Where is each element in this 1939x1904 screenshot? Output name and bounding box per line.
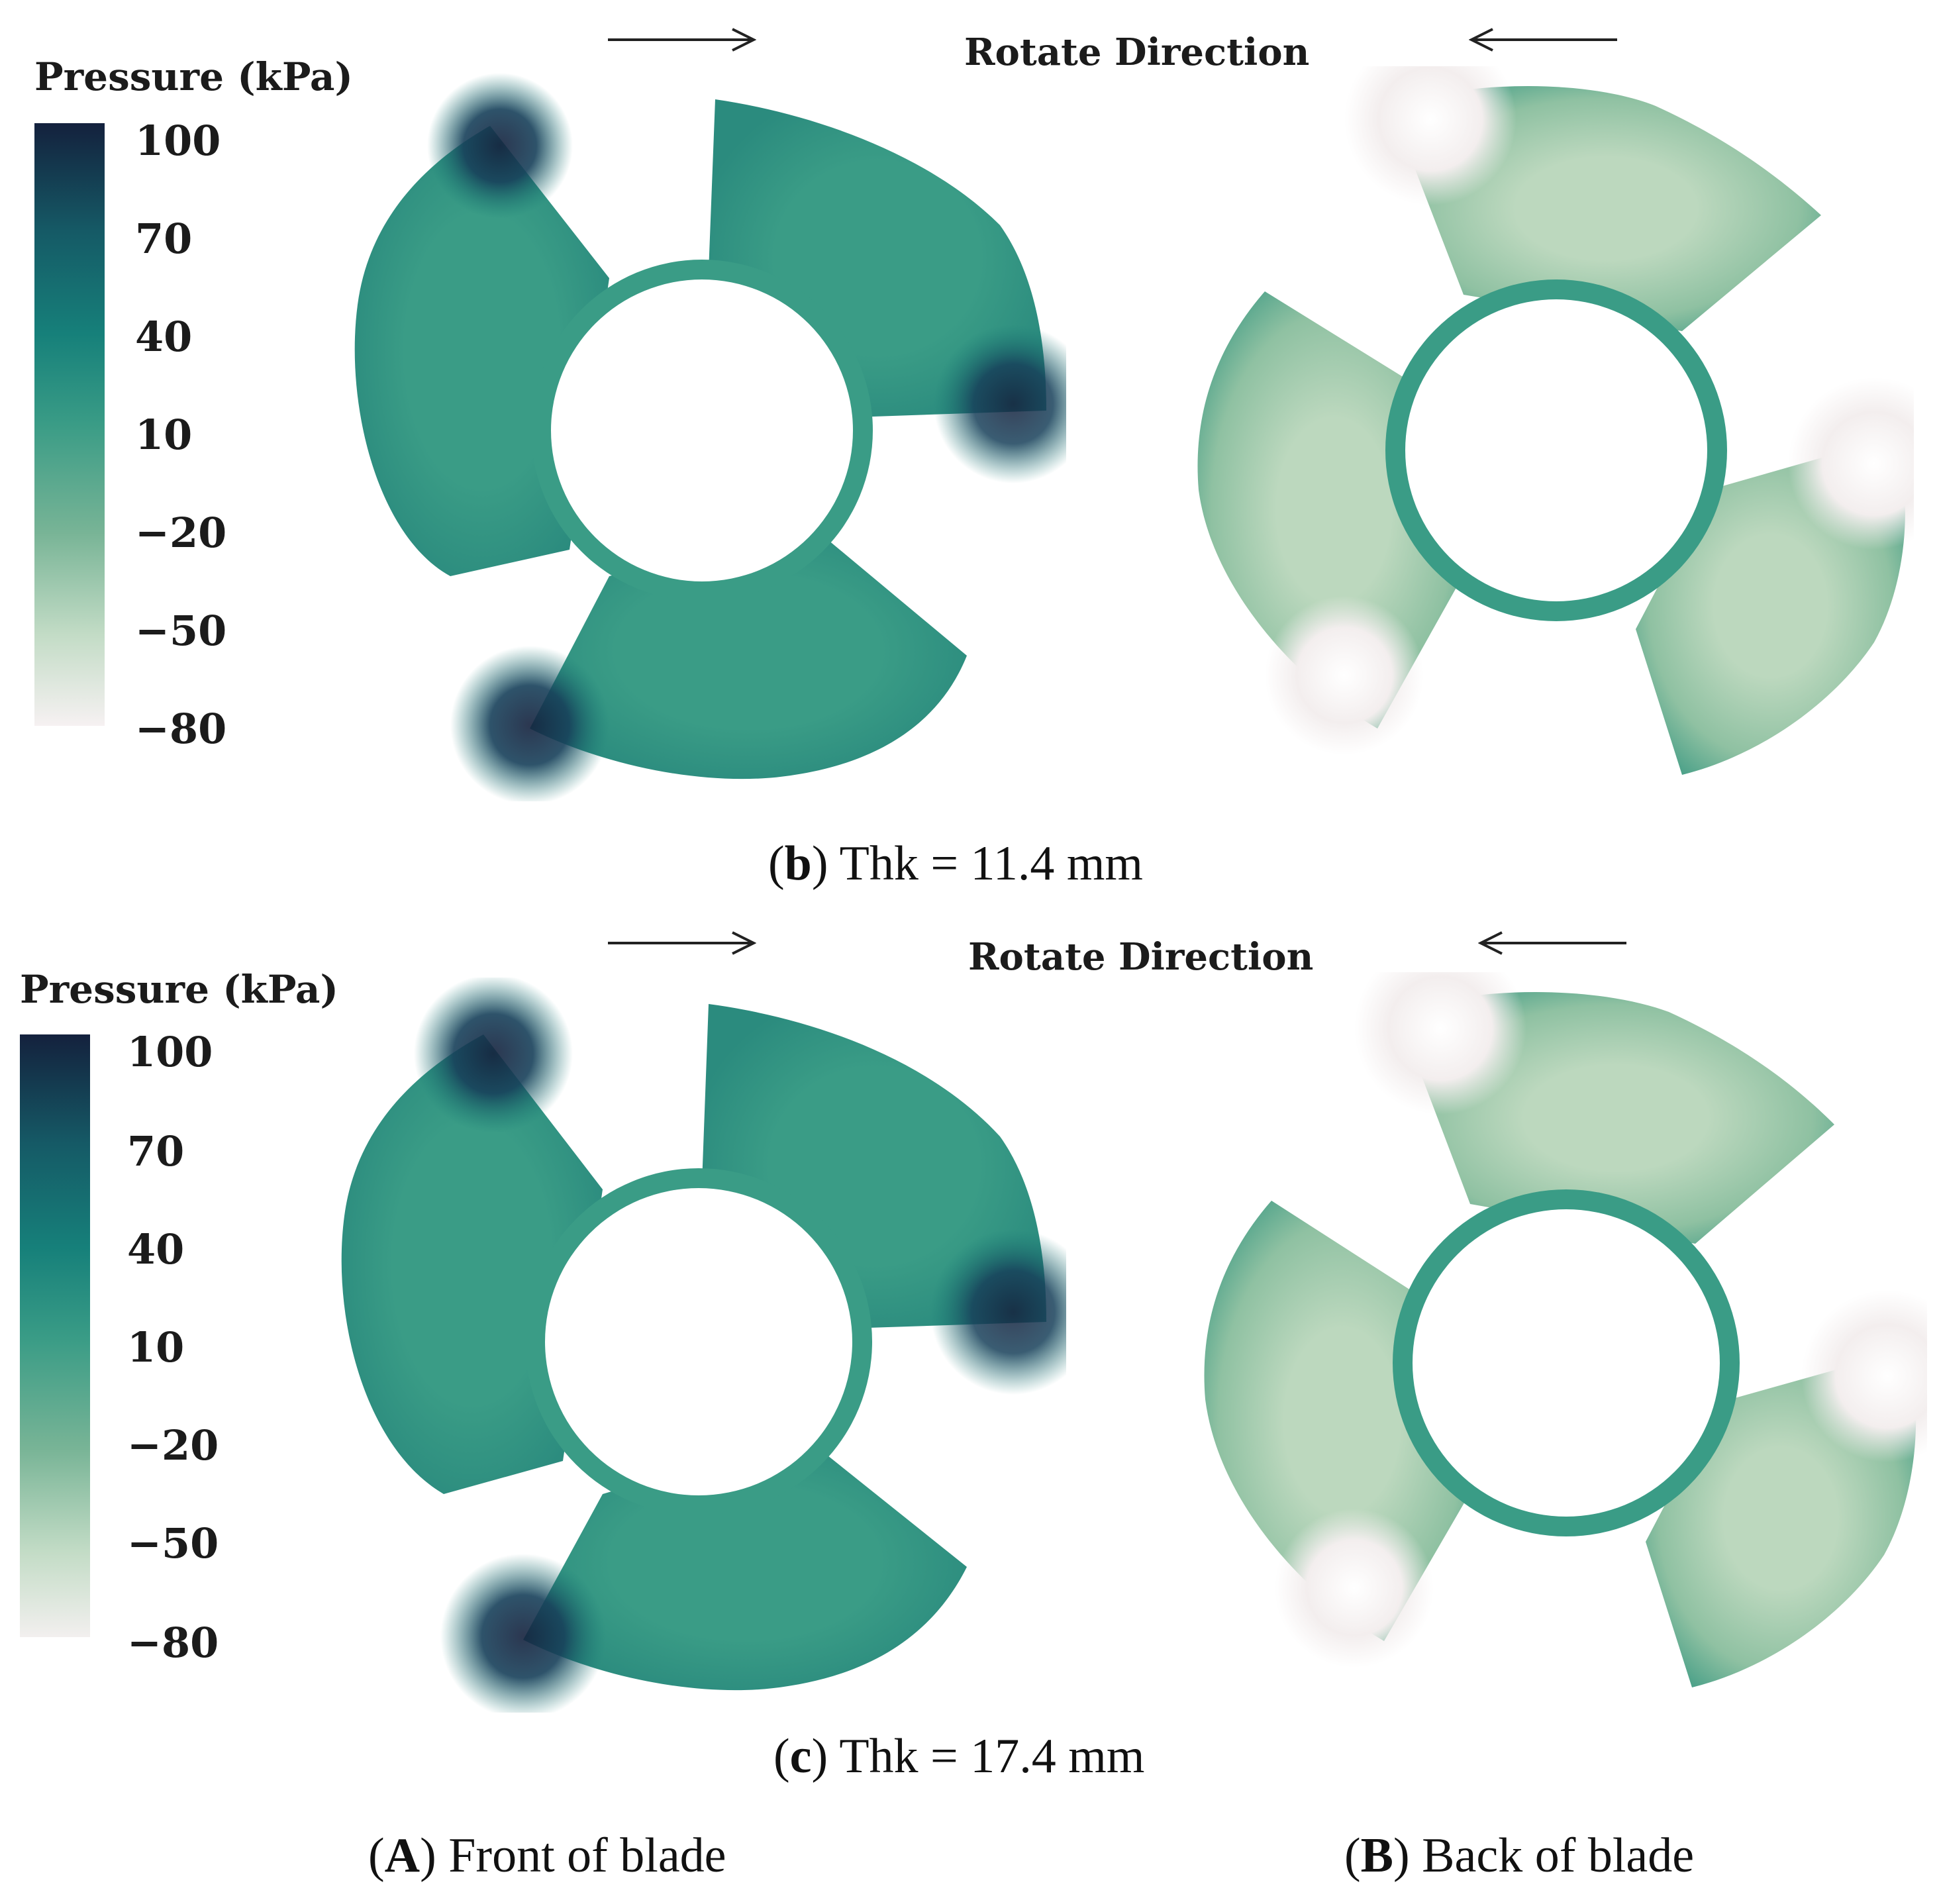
back-hub-hole (1405, 299, 1707, 601)
panel-c: Pressure (kPa) 100 70 40 10 −20 −50 −80 … (0, 909, 1939, 1809)
rotate-direction-label: Rotate Direction (968, 935, 1314, 979)
column-label-text: Front of blade (448, 1829, 726, 1883)
back-blade-top (1354, 972, 1834, 1244)
rotate-right-arrow (608, 931, 756, 955)
panel-letter: c (789, 1729, 812, 1783)
rotate-left-arrow (1469, 28, 1617, 52)
column-label-back: (B) Back of blade (1344, 1829, 1695, 1883)
back-blade-map (1197, 66, 1914, 775)
column-label-front: (A) Front of blade (368, 1829, 726, 1883)
colorbar (34, 123, 105, 726)
colorbar-tick-minus50: −50 (127, 1519, 219, 1568)
back-hub-hole (1413, 1209, 1720, 1517)
front-blade-map (341, 977, 1066, 1713)
panel-caption-text: Thk = 17.4 mm (839, 1729, 1145, 1783)
panel-caption: (b) Thk = 11.4 mm (768, 836, 1143, 891)
back-blade-map (1204, 972, 1927, 1687)
rotate-right-arrow (608, 28, 756, 52)
colorbar-tick-minus20: −20 (127, 1421, 219, 1470)
front-blade-map (354, 73, 1066, 801)
colorbar-tick-10: 10 (127, 1323, 185, 1372)
front-hub-hole (545, 1188, 852, 1495)
panel-b: Pressure (kPa) 100 70 40 10 −20 −50 −80 … (0, 0, 1939, 901)
colorbar-title: Pressure (kPa) (20, 967, 338, 1012)
colorbar-tick-70: 70 (127, 1127, 185, 1176)
colorbar-title: Pressure (kPa) (34, 54, 353, 99)
colorbar-tick-minus50: −50 (135, 607, 227, 655)
back-blade-top (1344, 66, 1821, 331)
rotate-direction-label: Rotate Direction (964, 30, 1310, 74)
panel-caption: (c) Thk = 17.4 mm (773, 1729, 1145, 1783)
column-letter: B (1360, 1829, 1394, 1883)
panel-caption-text: Thk = 11.4 mm (839, 836, 1143, 891)
column-letter: A (384, 1829, 421, 1883)
column-label-text: Back of blade (1422, 1829, 1695, 1883)
colorbar-tick-100: 100 (127, 1028, 213, 1076)
panel-letter: b (784, 836, 812, 891)
colorbar (20, 1034, 90, 1637)
colorbar-tick-minus80: −80 (135, 705, 227, 753)
colorbar-tick-10: 10 (135, 411, 193, 459)
colorbar-tick-100: 100 (135, 117, 221, 165)
colorbar-tick-minus80: −80 (127, 1619, 219, 1667)
colorbar-tick-40: 40 (135, 313, 193, 361)
front-hub-hole (551, 279, 853, 581)
colorbar-tick-70: 70 (135, 215, 193, 263)
rotate-left-arrow (1478, 931, 1626, 955)
colorbar-tick-40: 40 (127, 1225, 185, 1274)
colorbar-tick-minus20: −20 (135, 509, 227, 557)
